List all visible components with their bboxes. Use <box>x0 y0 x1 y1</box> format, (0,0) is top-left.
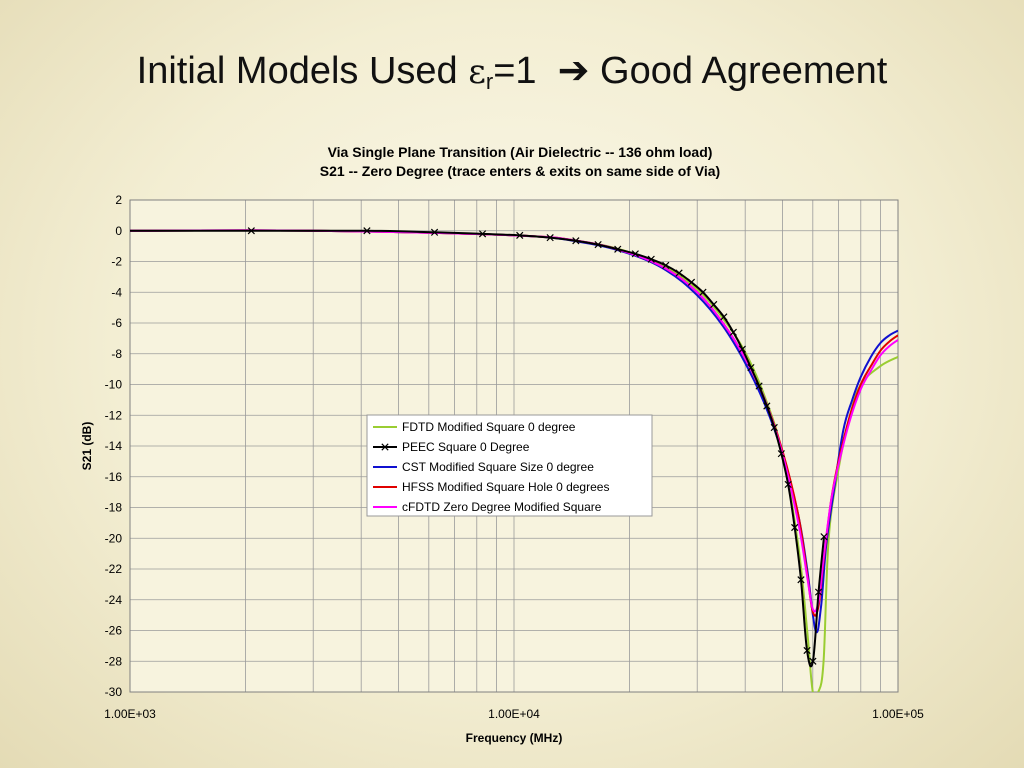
series-marker <box>729 328 737 336</box>
series-marker <box>662 261 670 269</box>
series-marker <box>478 230 487 238</box>
series-marker <box>814 588 823 596</box>
series-marker <box>784 480 792 489</box>
series-marker <box>687 278 696 286</box>
title-suffix: Good Agreement <box>600 50 888 92</box>
y-tick-label: -4 <box>111 285 122 299</box>
chart-title-line: Via Single Plane Transition (Air Dielect… <box>328 144 713 160</box>
legend-item: FDTD Modified Square 0 degree <box>373 420 576 434</box>
series-lines <box>130 227 898 692</box>
y-tick-label: -12 <box>105 408 123 422</box>
chart-title-line: S21 -- Zero Degree (trace enters & exits… <box>320 163 720 179</box>
series-marker <box>614 245 622 253</box>
x-tick-label: 1.00E+05 <box>872 707 924 721</box>
y-tick-label: -26 <box>105 624 123 638</box>
series-marker <box>747 363 755 372</box>
series-marker <box>710 300 718 309</box>
y-tick-label: -22 <box>105 562 123 576</box>
series-marker <box>791 523 799 532</box>
y-tick-label: -24 <box>105 593 123 607</box>
legend-label: cFDTD Zero Degree Modified Square <box>402 500 602 514</box>
series-marker <box>546 234 554 242</box>
series-marker <box>631 250 639 258</box>
arrow-icon: ➔ <box>557 50 590 92</box>
legend-item: CST Modified Square Size 0 degree <box>373 460 594 474</box>
legend-label: PEEC Square 0 Degree <box>402 440 530 454</box>
series-marker <box>430 228 439 236</box>
series-marker <box>381 443 389 451</box>
epsilon-symbol: ε <box>468 52 486 92</box>
legend-label: CST Modified Square Size 0 degree <box>402 460 594 474</box>
slide-title: Initial Models Used εr=1 ➔ Good Agreemen… <box>0 48 1024 95</box>
axis-labels: Frequency (MHz) S21 (dB) <box>80 422 562 745</box>
series-marker <box>803 646 811 655</box>
series-marker <box>594 240 602 249</box>
series-marker <box>770 423 778 432</box>
legend-label: FDTD Modified Square 0 degree <box>402 420 576 434</box>
y-tick-label: -16 <box>105 470 123 484</box>
series-marker <box>809 657 817 665</box>
series-marker <box>820 533 828 541</box>
series-marker <box>720 313 728 321</box>
y-tick-label: -20 <box>105 531 123 545</box>
series-marker <box>797 576 805 584</box>
y-tick-label: -18 <box>105 501 123 515</box>
chart-title: Via Single Plane Transition (Air Dielect… <box>320 144 720 179</box>
epsilon-subscript: r <box>485 69 494 94</box>
y-tick-label: 0 <box>115 224 122 238</box>
series-1 <box>130 227 828 668</box>
series-marker <box>763 402 771 410</box>
y-tick-label: -6 <box>111 316 122 330</box>
y-axis-ticks: 2 0 -2 -4 -6 -8 -10 -12 -14 -16 -18 -20 -22 -24 -26 -28… <box>105 193 123 699</box>
legend-item: HFSS Modified Square Hole 0 degrees <box>373 480 609 494</box>
series-marker <box>247 227 255 235</box>
legend-label: HFSS Modified Square Hole 0 degrees <box>402 480 609 494</box>
series-marker <box>363 227 371 235</box>
y-tick-label: -28 <box>105 654 123 668</box>
series-marker <box>675 269 683 277</box>
series-marker <box>699 288 707 296</box>
series-marker <box>572 237 580 245</box>
series-marker <box>647 255 655 263</box>
legend-box <box>366 414 653 517</box>
series-marker <box>777 450 785 458</box>
plot-frame <box>129 199 899 693</box>
y-tick-label: -2 <box>111 255 122 269</box>
y-tick-label: -8 <box>111 347 122 361</box>
y-axis-label: S21 (dB) <box>80 422 94 471</box>
legend: FDTD Modified Square 0 degree PEEC Square… <box>366 414 653 517</box>
title-equals: =1 <box>493 50 537 92</box>
series-marker <box>516 231 524 239</box>
legend-item: PEEC Square 0 Degree <box>373 440 530 454</box>
y-tick-label: 2 <box>115 193 122 207</box>
y-tick-label: -10 <box>105 378 123 392</box>
y-tick-label: -14 <box>105 439 123 453</box>
x-axis-ticks: 1.00E+03 1.00E+04 1.00E+05 <box>104 707 924 721</box>
series-marker <box>755 382 763 390</box>
x-axis-label: Frequency (MHz) <box>466 731 563 745</box>
x-tick-label: 1.00E+04 <box>488 707 540 721</box>
x-tick-label: 1.00E+03 <box>104 707 156 721</box>
legend-item: cFDTD Zero Degree Modified Square <box>373 500 602 514</box>
title-prefix: Initial Models Used <box>136 50 469 92</box>
series-marker <box>738 345 746 353</box>
y-tick-label: -30 <box>105 685 123 699</box>
